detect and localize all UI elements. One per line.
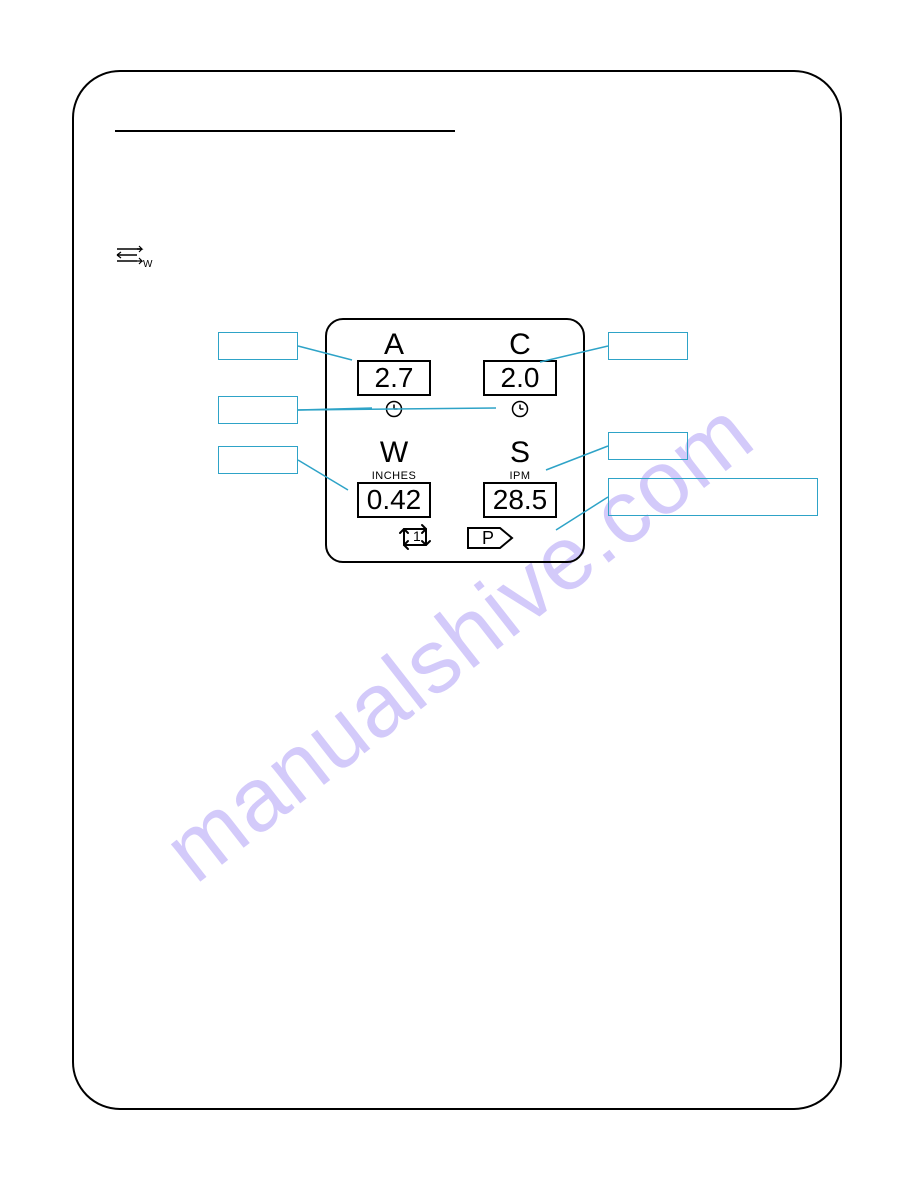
param-S-unit: IPM: [465, 470, 575, 482]
param-A-value: 2.7: [357, 360, 431, 396]
svg-text:W: W: [143, 259, 153, 269]
param-C-value: 2.0: [483, 360, 557, 396]
param-S-letter: S: [465, 438, 575, 468]
callout-box: [608, 432, 688, 460]
param-W-unit: INCHES: [339, 470, 449, 482]
param-W-letter: W: [339, 438, 449, 468]
param-C: C 2.0: [465, 324, 575, 418]
callout-box: [218, 332, 298, 360]
header-underline: [115, 130, 455, 132]
param-C-letter: C: [465, 330, 575, 360]
callout-box: [608, 478, 818, 516]
param-A-letter: A: [339, 330, 449, 360]
clock-icon: [511, 400, 529, 418]
param-S: S IPM 28.5: [465, 432, 575, 518]
callout-box: [608, 332, 688, 360]
param-A: A 2.7: [339, 324, 449, 418]
param-S-value: 28.5: [483, 482, 557, 518]
pass-letter: P: [482, 528, 494, 548]
lcd-panel: A 2.7 C 2.0 W INCHES 0.42 S IPM: [325, 318, 585, 563]
callout-box: [218, 446, 298, 474]
page-frame: [72, 70, 842, 1110]
pass-icon: P: [466, 524, 514, 552]
param-W-value: 0.42: [357, 482, 431, 518]
lcd-bottom-row: 1 P: [327, 523, 583, 553]
cycle-number: 1: [413, 528, 421, 544]
cycle-icon: 1: [396, 523, 442, 553]
param-W: W INCHES 0.42: [339, 432, 449, 518]
wire-icon: W: [115, 245, 155, 269]
callout-box: [218, 396, 298, 424]
clock-icon: [385, 400, 403, 418]
